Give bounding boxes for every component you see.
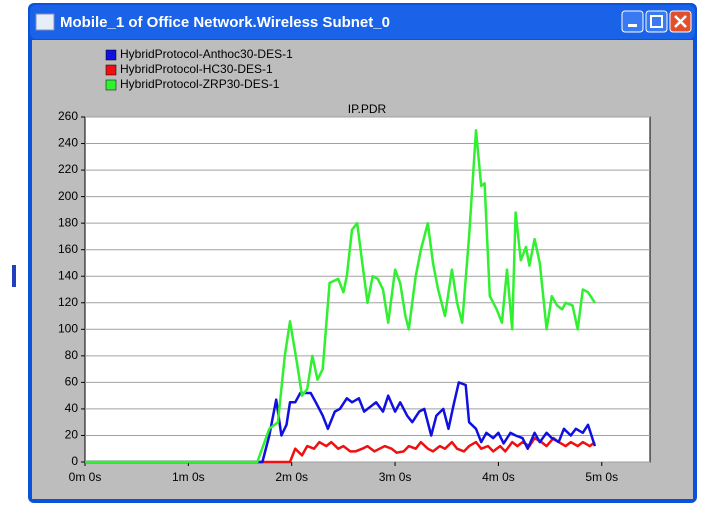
maximize-button[interactable]	[645, 10, 668, 33]
chart-title: IP.PDR	[348, 102, 387, 116]
y-tick-label: 100	[58, 321, 78, 335]
y-tick-label: 140	[58, 268, 78, 282]
window-title: Mobile_1 of Office Network.Wireless Subn…	[60, 14, 390, 31]
y-tick-label: 120	[58, 295, 78, 309]
x-tick-label: 1m 0s	[172, 470, 205, 484]
minimize-glyph	[628, 24, 637, 27]
x-tick-label: 5m 0s	[585, 470, 618, 484]
y-tick-label: 200	[58, 189, 78, 203]
y-tick-label: 20	[65, 428, 79, 442]
x-tick-label: 3m 0s	[379, 470, 412, 484]
y-tick-label: 80	[65, 348, 79, 362]
y-tick-label: 180	[58, 215, 78, 229]
y-tick-label: 40	[65, 401, 79, 415]
legend-label: HybridProtocol-Anthoc30-DES-1	[120, 47, 293, 61]
maximize-glyph	[650, 15, 663, 28]
y-tick-label: 220	[58, 162, 78, 176]
legend-label: HybridProtocol-HC30-DES-1	[120, 62, 273, 76]
series-line	[85, 129, 596, 464]
series-line	[85, 436, 596, 464]
background-fragment	[12, 265, 16, 287]
x-tick-label: 4m 0s	[482, 470, 515, 484]
series-line	[85, 381, 597, 464]
title-bar	[30, 5, 695, 39]
y-tick-label: 0	[71, 454, 78, 468]
legend-swatch	[105, 79, 117, 91]
legend-swatch	[105, 64, 117, 76]
y-tick-label: 60	[65, 375, 79, 389]
y-tick-label: 260	[58, 109, 78, 123]
x-tick-label: 2m 0s	[275, 470, 308, 484]
y-tick-label: 240	[58, 136, 78, 150]
plot-area	[84, 116, 651, 463]
y-tick-label: 160	[58, 242, 78, 256]
close-glyph	[674, 15, 687, 28]
minimize-button[interactable]	[621, 10, 644, 33]
x-tick-label: 0m 0s	[69, 470, 102, 484]
window-icon	[35, 13, 55, 31]
legend-label: HybridProtocol-ZRP30-DES-1	[120, 77, 280, 91]
legend-swatch	[105, 49, 117, 61]
